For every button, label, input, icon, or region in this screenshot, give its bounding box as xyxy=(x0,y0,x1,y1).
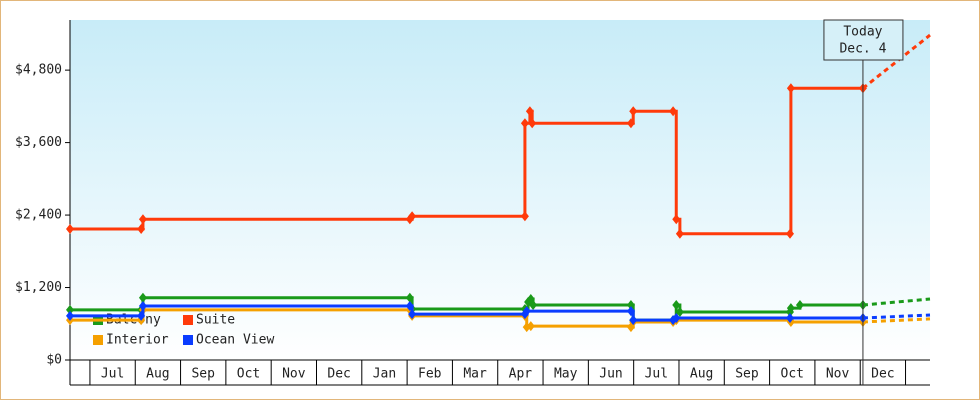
point xyxy=(138,214,147,225)
point xyxy=(785,313,794,324)
point xyxy=(405,292,414,303)
legend-swatch xyxy=(93,335,103,345)
y-tick-label: $1,200 xyxy=(15,280,62,295)
x-tick-label: Mar xyxy=(463,367,487,382)
y-tick-label: $0 xyxy=(46,353,62,368)
today-box xyxy=(823,19,904,61)
point xyxy=(522,306,531,317)
point xyxy=(529,300,538,311)
point xyxy=(675,306,684,317)
point xyxy=(408,211,417,222)
point xyxy=(626,306,635,317)
point xyxy=(672,300,681,311)
y-tick-label: $2,400 xyxy=(15,208,62,223)
layer: $0 $1,200 $2,400 $3,600 $4,800 Jul Aug Sep Oct No… xyxy=(15,19,931,385)
x-tick-label: Jul xyxy=(101,367,124,382)
point xyxy=(629,315,638,326)
x-tick-label: Oct xyxy=(237,367,260,382)
y-tick-label: $3,600 xyxy=(15,135,62,150)
x-tick-label: Aug xyxy=(146,367,169,382)
point xyxy=(795,300,804,311)
point xyxy=(138,292,147,303)
point xyxy=(525,106,534,117)
x-tick-label: Nov xyxy=(282,367,306,382)
point xyxy=(66,223,74,234)
point xyxy=(137,310,146,321)
point xyxy=(675,228,684,239)
legend-swatch xyxy=(183,335,193,345)
point xyxy=(520,211,529,222)
point xyxy=(528,118,537,129)
point xyxy=(408,309,417,320)
forecast-line xyxy=(862,317,931,324)
x-tick-label: Jan xyxy=(373,367,396,382)
x-tick-label: Dec xyxy=(871,367,894,382)
x-tick-label: Apr xyxy=(509,367,533,382)
x-tick-label: Aug xyxy=(690,367,713,382)
x-tick-label: Oct xyxy=(781,367,804,382)
today-label: Today xyxy=(843,25,882,40)
x-tick-label: Jun xyxy=(599,367,622,382)
point xyxy=(526,321,535,332)
point xyxy=(138,300,147,311)
today-label: Dec. 4 xyxy=(839,42,886,57)
point xyxy=(66,310,74,321)
plot-area xyxy=(70,20,930,360)
x-tick-label: Jul xyxy=(645,367,668,382)
x-tick-label: May xyxy=(554,367,578,382)
x-tick-label: Nov xyxy=(826,367,850,382)
point xyxy=(786,303,795,314)
legend-label: Interior xyxy=(106,333,169,348)
point xyxy=(520,118,529,129)
point xyxy=(785,228,794,239)
x-tick-label: Sep xyxy=(191,367,215,382)
legend-swatch xyxy=(183,315,193,325)
point xyxy=(626,300,635,311)
forecast-line xyxy=(862,297,931,307)
point xyxy=(405,300,414,311)
x-tick-label: Dec xyxy=(327,367,350,382)
point xyxy=(786,83,795,94)
point xyxy=(137,223,146,234)
point xyxy=(66,304,74,315)
point xyxy=(626,118,635,129)
x-tick-label: Feb xyxy=(418,367,442,382)
x-tick-label: Sep xyxy=(735,367,759,382)
legend-label: Suite xyxy=(196,313,235,328)
point xyxy=(669,106,678,117)
y-tick-label: $4,800 xyxy=(15,63,62,78)
point xyxy=(629,106,638,117)
forecast-line xyxy=(862,313,931,320)
point xyxy=(672,313,681,324)
point xyxy=(672,214,681,225)
legend-label: Ocean View xyxy=(196,333,274,348)
